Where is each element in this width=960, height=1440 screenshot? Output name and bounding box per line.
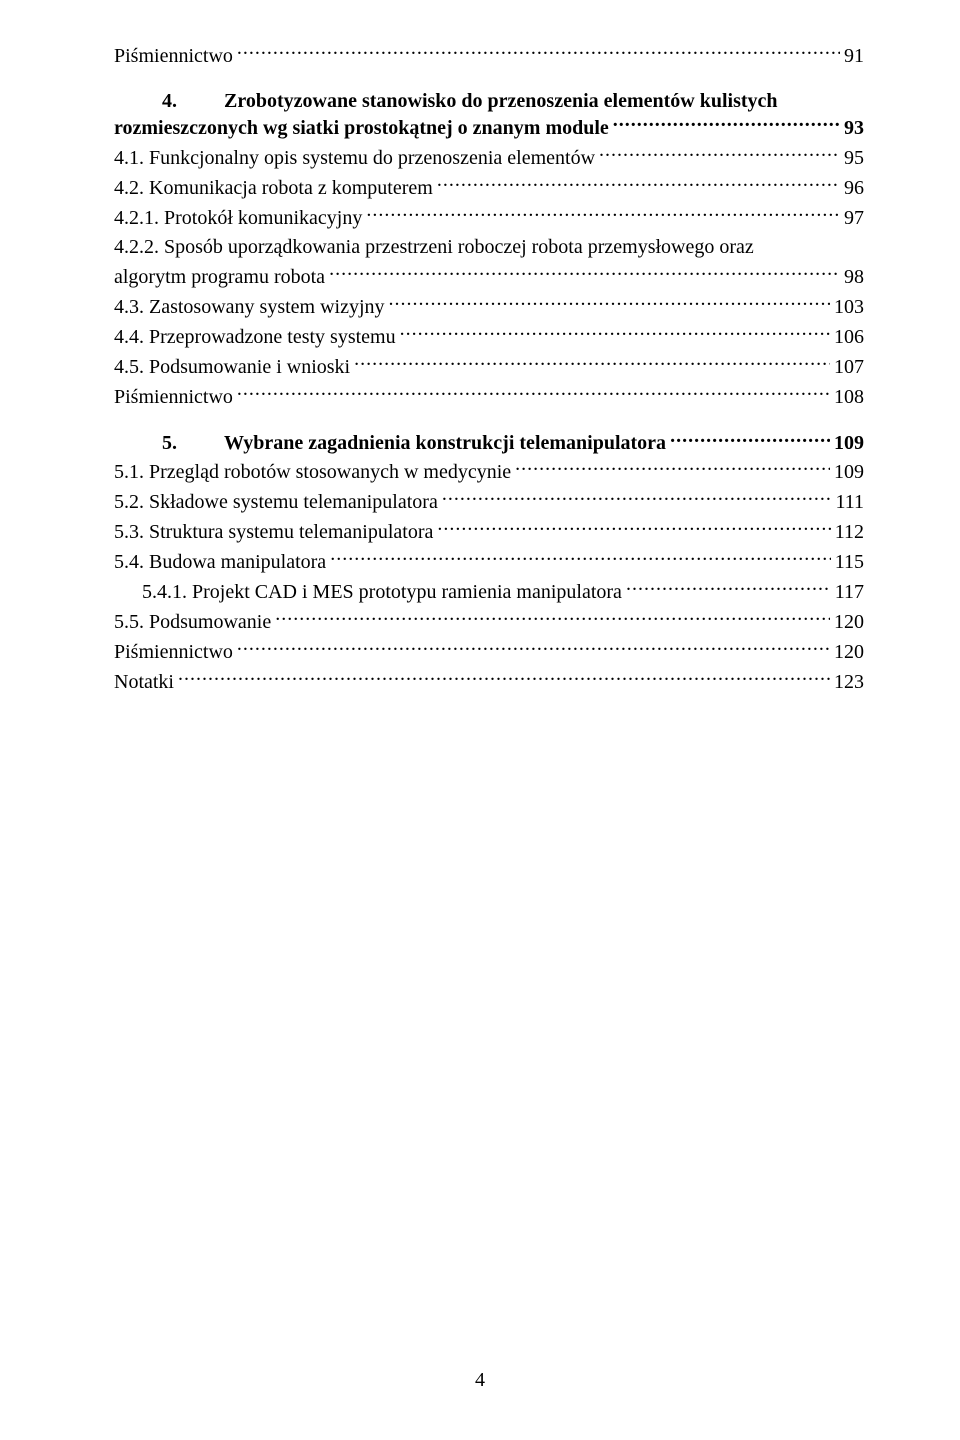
toc-entry-label: 4.3. Zastosowany system wizyjny <box>114 294 385 321</box>
table-of-contents: Piśmiennictwo 91 4.Zrobotyzowane stanowisk… <box>114 42 864 696</box>
toc-entry: 5.2. Składowe systemu telemanipulatora 11… <box>114 488 864 516</box>
toc-entry-page: 107 <box>834 354 864 381</box>
page-number: 4 <box>0 1369 960 1392</box>
toc-entry-label: 4.2.2. Sposób uporządkowania przestrzeni… <box>114 234 754 261</box>
toc-leader-dots <box>275 608 830 628</box>
toc-entry-page: 95 <box>844 145 864 172</box>
toc-chapter-row: 4.Zrobotyzowane stanowisko do przenoszen… <box>114 88 864 114</box>
toc-entry: 5.5. Podsumowanie 120 <box>114 608 864 636</box>
toc-entry-label: 4.4. Przeprowadzone testy systemu <box>114 324 396 351</box>
toc-entry: 4.2. Komunikacja robota z komputerem 96 <box>114 174 864 202</box>
toc-entry: 4.3. Zastosowany system wizyjny 103 <box>114 293 864 321</box>
toc-leader-dots <box>237 383 830 403</box>
toc-entry-label: algorytm programu robota <box>114 264 325 291</box>
toc-leader-dots <box>330 548 831 568</box>
toc-entry-label: Piśmiennictwo <box>114 639 233 666</box>
toc-entry-label: Piśmiennictwo <box>114 43 233 70</box>
toc-entry-label: 4.2. Komunikacja robota z komputerem <box>114 175 433 202</box>
toc-entry-page: 108 <box>834 384 864 411</box>
toc-entry: 4.5. Podsumowanie i wnioski 107 <box>114 353 864 381</box>
toc-leader-dots <box>599 144 840 164</box>
toc-leader-dots <box>237 638 830 658</box>
toc-entry-label: 5.1. Przegląd robotów stosowanych w medy… <box>114 459 511 486</box>
toc-entry: algorytm programu robota 98 <box>114 263 864 291</box>
toc-entry-page: 97 <box>844 205 864 232</box>
toc-leader-dots <box>613 114 840 134</box>
toc-chapter-title-line: rozmieszczonych wg siatki prostokątnej o… <box>114 115 609 142</box>
toc-entry-line: 4.2.2. Sposób uporządkowania przestrzeni… <box>114 234 864 261</box>
toc-chapter-title-wrap: Wybrane zagadnienia konstrukcji telemani… <box>224 429 864 456</box>
toc-entry-label: Piśmiennictwo <box>114 384 233 411</box>
toc-entry: 4.1. Funkcjonalny opis systemu do przeno… <box>114 144 864 172</box>
toc-entry-label: 4.1. Funkcjonalny opis systemu do przeno… <box>114 145 595 172</box>
toc-leader-dots <box>329 263 840 283</box>
toc-leader-dots <box>366 204 840 224</box>
toc-chapter: 4.Zrobotyzowane stanowisko do przenoszen… <box>114 88 864 142</box>
toc-leader-dots <box>237 42 840 62</box>
toc-chapter-last-row: Wybrane zagadnienia konstrukcji telemani… <box>224 429 864 456</box>
toc-entry: 5.4.1. Projekt CAD i MES prototypu ramie… <box>114 578 864 606</box>
toc-chapter-row: 5.Wybrane zagadnienia konstrukcji telema… <box>114 429 864 456</box>
toc-entry-page: 103 <box>834 294 864 321</box>
toc-entry-label: 5.5. Podsumowanie <box>114 609 271 636</box>
toc-entry: 5.1. Przegląd robotów stosowanych w medy… <box>114 458 864 486</box>
toc-entry-page: 117 <box>835 579 864 606</box>
document-page: Piśmiennictwo 91 4.Zrobotyzowane stanowisk… <box>0 0 960 1440</box>
toc-entry: 5.4. Budowa manipulatora 115 <box>114 548 864 576</box>
toc-entry-label: 4.2.1. Protokół komunikacyjny <box>114 205 362 232</box>
toc-entry-label: 4.5. Podsumowanie i wnioski <box>114 354 350 381</box>
toc-entry: Piśmiennictwo 108 <box>114 383 864 411</box>
toc-chapter-title-line: Wybrane zagadnienia konstrukcji telemani… <box>224 430 666 456</box>
toc-entry-label: 5.3. Struktura systemu telemanipulatora <box>114 519 433 546</box>
toc-entry-page: 93 <box>844 115 864 142</box>
toc-entry: Piśmiennictwo 120 <box>114 638 864 666</box>
toc-entry-page: 123 <box>834 669 864 696</box>
toc-entry-label: Notatki <box>114 669 174 696</box>
toc-entry-page: 98 <box>844 264 864 291</box>
toc-leader-dots <box>437 174 840 194</box>
toc-entry-page: 109 <box>834 459 864 486</box>
toc-leader-dots <box>442 488 832 508</box>
toc-leader-dots <box>389 293 830 313</box>
toc-entry: 4.2.1. Protokół komunikacyjny 97 <box>114 204 864 232</box>
toc-chapter: 5.Wybrane zagadnienia konstrukcji telema… <box>114 429 864 456</box>
toc-entry-page: 111 <box>835 489 864 516</box>
toc-entry-page: 120 <box>834 639 864 666</box>
toc-entry: 4.4. Przeprowadzone testy systemu 106 <box>114 323 864 351</box>
toc-entry-page: 112 <box>835 519 864 546</box>
toc-entry: Piśmiennictwo 91 <box>114 42 864 70</box>
toc-chapter-number: 5. <box>162 430 224 456</box>
toc-entry-page: 120 <box>834 609 864 636</box>
toc-leader-dots <box>515 458 830 478</box>
toc-entry-page: 109 <box>834 430 864 456</box>
toc-chapter-number: 4. <box>162 88 224 114</box>
toc-entry-page: 106 <box>834 324 864 351</box>
toc-chapter-title-line: Zrobotyzowane stanowisko do przenoszenia… <box>224 88 778 114</box>
toc-entry-label: 5.4.1. Projekt CAD i MES prototypu ramie… <box>142 579 622 606</box>
toc-entry: Notatki 123 <box>114 668 864 696</box>
toc-entry-page: 91 <box>844 43 864 70</box>
toc-leader-dots <box>626 578 831 598</box>
toc-leader-dots <box>354 353 830 373</box>
toc-entry-page: 96 <box>844 175 864 202</box>
toc-entry-label: 5.4. Budowa manipulatora <box>114 549 326 576</box>
toc-leader-dots <box>670 429 830 449</box>
toc-chapter-last-row: rozmieszczonych wg siatki prostokątnej o… <box>114 114 864 142</box>
toc-entry: 5.3. Struktura systemu telemanipulatora 1… <box>114 518 864 546</box>
toc-leader-dots <box>437 518 830 538</box>
toc-leader-dots <box>178 668 830 688</box>
toc-leader-dots <box>400 323 830 343</box>
toc-entry-label: 5.2. Składowe systemu telemanipulatora <box>114 489 438 516</box>
toc-entry-page: 115 <box>835 549 864 576</box>
